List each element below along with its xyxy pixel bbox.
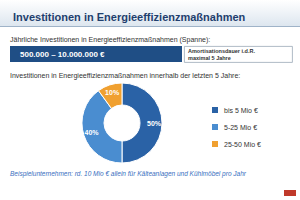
svg-text:maximal 5 Jahre: maximal 5 Jahre — [188, 55, 231, 61]
svg-text:5-25 Mio €: 5-25 Mio € — [224, 124, 257, 131]
svg-text:10%: 10% — [105, 89, 120, 96]
svg-text:500.000 – 10.000.000 €: 500.000 – 10.000.000 € — [20, 50, 105, 59]
svg-text:50%: 50% — [147, 120, 162, 127]
svg-text:bis 5 Mio €: bis 5 Mio € — [224, 107, 258, 114]
svg-text:Jährliche Investitionen in Ene: Jährliche Investitionen in Energieeffizi… — [10, 36, 210, 44]
svg-text:25-50 Mio €: 25-50 Mio € — [224, 141, 261, 148]
svg-text:40%: 40% — [85, 129, 100, 136]
svg-text:Investitionen in Energieeffizi: Investitionen in Energieeffizienzmaßnahm… — [13, 11, 246, 23]
svg-text:Amortisationsdauer i.d.R.: Amortisationsdauer i.d.R. — [188, 48, 255, 54]
svg-text:Beispielunternehmen: rd. 10 Mi: Beispielunternehmen: rd. 10 Mio € allein… — [10, 170, 247, 178]
svg-text:Investitionen in Energieeffizi: Investitionen in Energieeffizienzmaßnahm… — [10, 72, 240, 80]
